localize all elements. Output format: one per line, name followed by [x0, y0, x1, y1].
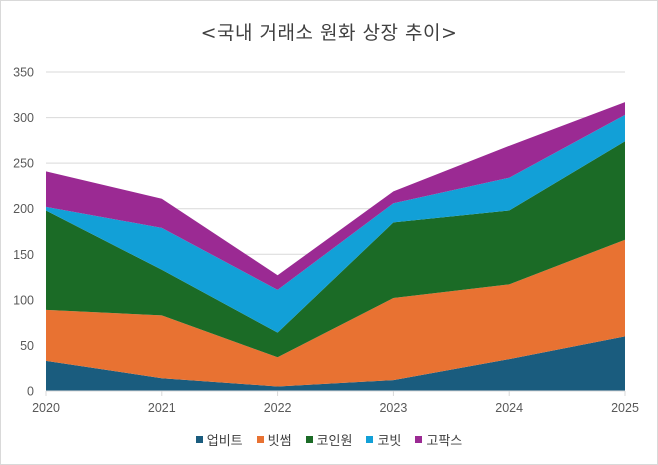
y-tick-label: 200 [13, 202, 34, 216]
y-tick-label: 300 [13, 111, 34, 125]
legend-label: 코인원 [316, 434, 353, 449]
legend-swatch-icon [415, 436, 423, 443]
y-tick-label: 350 [13, 66, 34, 80]
area-series [46, 102, 625, 391]
legend-item: 고팍스 [415, 430, 462, 449]
y-tick-label: 250 [13, 157, 34, 171]
y-tick-label: 50 [20, 339, 34, 353]
legend-swatch-icon [305, 436, 313, 443]
legend-label: 고팍스 [426, 434, 463, 449]
area-series-1 [46, 336, 625, 391]
chart-title: <국내 거래소 원화 상장 추이> [200, 22, 458, 44]
area-series-4 [46, 114, 625, 333]
legend-swatch-icon [195, 436, 203, 443]
x-tick-label: 2023 [379, 401, 407, 415]
x-tick-label: 2025 [611, 401, 639, 415]
x-tick-label: 2020 [32, 401, 60, 415]
y-tick-label: 0 [27, 385, 34, 399]
legend: 업비트 빗썸 코인원 코빗 고팍스 [0, 430, 658, 449]
y-tick-label: 150 [13, 248, 34, 262]
y-axis: 0 50 100 150 200 250 300 350 [13, 66, 34, 399]
legend-label: 코빗 [377, 434, 402, 449]
legend-item: 코인원 [305, 430, 353, 449]
legend-swatch-icon [256, 436, 264, 443]
legend-item: 업비트 [195, 430, 243, 449]
area-series-3 [46, 141, 625, 358]
legend-item: 코빗 [366, 430, 401, 449]
area-series-5 [46, 102, 625, 290]
legend-swatch-icon [366, 436, 374, 443]
x-tick-label: 2022 [264, 401, 292, 415]
legend-label: 빗썸 [267, 434, 292, 449]
y-tick-label: 100 [13, 293, 34, 307]
area-series-2 [46, 239, 625, 387]
x-tick-label: 2024 [495, 401, 523, 415]
legend-label: 업비트 [206, 434, 243, 449]
legend-item: 빗썸 [256, 430, 292, 449]
x-tick-label: 2021 [148, 401, 176, 415]
x-axis: 2020 2021 2022 2023 2024 2025 [32, 390, 639, 415]
